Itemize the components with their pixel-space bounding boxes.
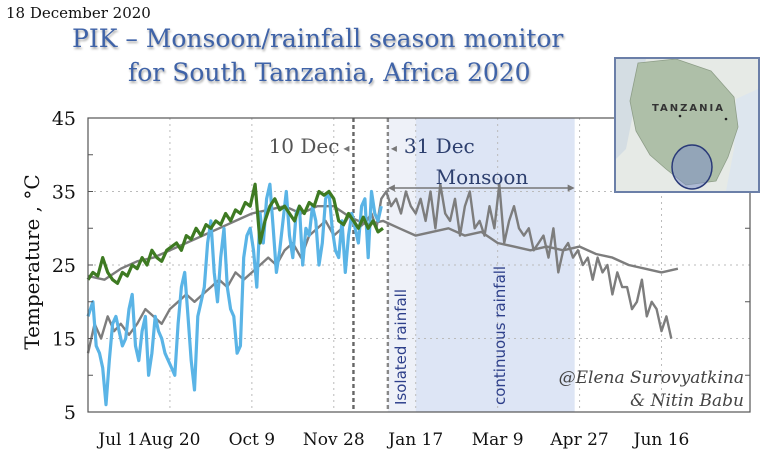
inset-map: TANZANIA	[614, 57, 760, 193]
forecast-date-label: 10 Dec	[269, 134, 340, 158]
arrow-left-icon	[387, 184, 395, 192]
x-tick-label: Mar 9	[472, 430, 524, 450]
forecast-arrow-icon: ◂	[343, 141, 349, 155]
x-tick-label: Jan 17	[386, 430, 443, 450]
isolated-rainfall-label: Isolated rainfall	[392, 289, 410, 405]
south-tanzania-highlight	[671, 144, 713, 190]
series-line-2	[87, 204, 679, 281]
x-tick-label: Jul 1	[96, 430, 137, 450]
series-line-1	[86, 182, 383, 407]
tanzania-map-icon: TANZANIA	[616, 59, 758, 191]
x-tick-label: Apr 27	[549, 430, 608, 450]
y-tick-label: 45	[52, 108, 76, 130]
chart-title-line1: PIK – Monsoon/rainfall season monitor	[72, 24, 564, 53]
y-tick-label: 35	[52, 182, 76, 204]
credit-line-1: @Elena Surovyatkina	[559, 368, 744, 388]
x-tick-label: Aug 20	[138, 430, 200, 450]
series-line-4	[365, 182, 673, 339]
chart-title-line2: for South Tanzania, Africa 2020	[128, 58, 531, 87]
arrow-right-icon	[567, 184, 575, 192]
y-tick-label: 5	[64, 402, 76, 424]
continuous-rainfall-label: continuous rainfall	[491, 266, 509, 405]
onset-arrow-icon: ◂	[391, 141, 397, 155]
map-country-label: TANZANIA	[652, 103, 725, 114]
report-date: 18 December 2020	[6, 4, 151, 22]
x-tick-label: Jun 16	[632, 430, 690, 450]
monsoon-label: Monsoon	[436, 165, 529, 189]
credit-line-2: & Nitin Babu	[630, 391, 744, 411]
x-tick-label: Oct 9	[229, 430, 276, 450]
y-tick-label: 15	[52, 329, 76, 351]
y-tick-label: 25	[52, 255, 76, 277]
onset-date-label: 31 Dec	[404, 134, 475, 158]
y-axis-label: Temperature , °C	[20, 174, 44, 349]
x-tick-label: Nov 28	[303, 430, 365, 450]
series-line-0	[86, 182, 384, 285]
